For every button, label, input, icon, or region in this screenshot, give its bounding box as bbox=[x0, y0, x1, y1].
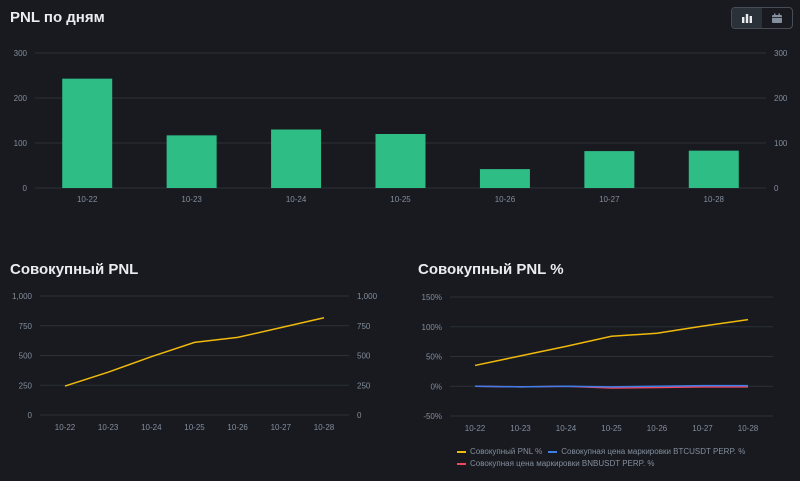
cumulative-pnl-chart: 0 0 250 250 500 500 750 750 1,000 1,000 10-22 10-23… bbox=[12, 292, 378, 432]
legend-label: Совокупный PNL % bbox=[470, 447, 543, 456]
cum-series-line-0 bbox=[64, 317, 325, 387]
legend-item: Совокупная цена маркировки BNBUSDT PERP.… bbox=[457, 458, 655, 470]
cum-xtick-label: 10-28 bbox=[314, 423, 335, 432]
cum-ytick-label: 500 bbox=[19, 352, 33, 361]
daily-bar bbox=[271, 129, 322, 188]
legend-item: Совокупный PNL % bbox=[457, 446, 542, 458]
cum-ytick-label: 0 bbox=[28, 411, 33, 420]
daily-xtick-label: 10-24 bbox=[286, 195, 307, 204]
cum-ytick-label-right: 0 bbox=[357, 411, 362, 420]
daily-ytick-label-right: 300 bbox=[774, 49, 788, 58]
bar-chart-icon bbox=[742, 14, 752, 23]
cumpct-xtick-label: 10-24 bbox=[556, 424, 577, 433]
legend-label: Совокупная цена маркировки BTCUSDT PERP.… bbox=[561, 447, 746, 456]
cumulative-pnl-title: Совокупный PNL bbox=[10, 261, 139, 278]
chart-legend: Совокупный PNL % Совокупная цена маркиров… bbox=[457, 446, 797, 470]
cumulative-pnl-pct-title: Совокупный PNL % bbox=[418, 261, 564, 278]
legend-item: Совокупная цена маркировки BTCUSDT PERP.… bbox=[548, 446, 745, 458]
daily-pnl-title: PNL по дням bbox=[10, 9, 105, 26]
cumpct-ytick-label: -50% bbox=[423, 412, 442, 421]
daily-ytick-label-right: 100 bbox=[774, 139, 788, 148]
cum-xtick-label: 10-22 bbox=[55, 423, 76, 432]
bar-chart-view-button[interactable] bbox=[732, 8, 762, 28]
daily-bar bbox=[688, 150, 739, 188]
legend-swatch bbox=[457, 463, 466, 465]
cumpct-xtick-label: 10-22 bbox=[465, 424, 486, 433]
daily-pnl-chart: 0 0 100 100 200 200 300 300 10-22 10-23 10-24 10-25… bbox=[14, 49, 788, 204]
daily-ytick-label: 100 bbox=[14, 139, 28, 148]
cum-ytick-label-right: 750 bbox=[357, 322, 371, 331]
daily-xtick-label: 10-22 bbox=[77, 195, 98, 204]
cumpct-ytick-label: 50% bbox=[426, 353, 442, 362]
cum-xtick-label: 10-25 bbox=[184, 423, 205, 432]
cum-xtick-label: 10-23 bbox=[98, 423, 119, 432]
daily-ytick-label: 300 bbox=[14, 49, 28, 58]
legend-swatch bbox=[457, 451, 466, 453]
daily-ytick-label-right: 0 bbox=[774, 184, 779, 193]
cum-ytick-label: 750 bbox=[19, 322, 33, 331]
cum-ytick-label-right: 250 bbox=[357, 381, 371, 390]
daily-xtick-label: 10-27 bbox=[599, 195, 620, 204]
cumpct-ytick-label: 100% bbox=[422, 323, 442, 332]
cumpct-ytick-label: 150% bbox=[422, 293, 442, 302]
daily-bar bbox=[375, 134, 426, 188]
daily-xtick-label: 10-23 bbox=[181, 195, 202, 204]
chart-view-toggle[interactable] bbox=[731, 7, 793, 29]
calendar-view-button[interactable] bbox=[762, 8, 792, 28]
cumpct-xtick-label: 10-26 bbox=[647, 424, 668, 433]
cum-ytick-label-right: 1,000 bbox=[357, 292, 378, 301]
daily-xtick-label: 10-28 bbox=[704, 195, 725, 204]
daily-bar bbox=[166, 135, 217, 188]
daily-bar bbox=[479, 169, 530, 188]
daily-bar bbox=[584, 151, 635, 188]
cumpct-xtick-label: 10-25 bbox=[601, 424, 622, 433]
calendar-icon bbox=[772, 13, 782, 23]
cumulative-pnl-pct-chart: -50% 0% 50% 100% 150% 10-22 10-23 10-24 10-25 10-… bbox=[422, 293, 773, 433]
daily-ytick-label-right: 200 bbox=[774, 94, 788, 103]
legend-label: Совокупная цена маркировки BNBUSDT PERP.… bbox=[470, 459, 655, 468]
cum-ytick-label: 1,000 bbox=[12, 292, 33, 301]
cumpct-xtick-label: 10-27 bbox=[692, 424, 713, 433]
daily-ytick-label: 200 bbox=[14, 94, 28, 103]
legend-swatch bbox=[548, 451, 558, 453]
daily-ytick-label: 0 bbox=[23, 184, 28, 193]
cum-xtick-label: 10-27 bbox=[271, 423, 292, 432]
cum-xtick-label: 10-24 bbox=[141, 423, 162, 432]
cumpct-series-line-1 bbox=[474, 384, 748, 388]
cumpct-xtick-label: 10-23 bbox=[510, 424, 531, 433]
cumpct-ytick-label: 0% bbox=[430, 382, 442, 391]
cum-ytick-label: 250 bbox=[19, 381, 33, 390]
cum-ytick-label-right: 500 bbox=[357, 352, 371, 361]
daily-bar bbox=[62, 78, 113, 188]
daily-xtick-label: 10-26 bbox=[495, 195, 516, 204]
cum-xtick-label: 10-26 bbox=[227, 423, 248, 432]
cumpct-series-line-0 bbox=[474, 318, 749, 367]
cumpct-xtick-label: 10-28 bbox=[738, 424, 759, 433]
daily-xtick-label: 10-25 bbox=[390, 195, 411, 204]
